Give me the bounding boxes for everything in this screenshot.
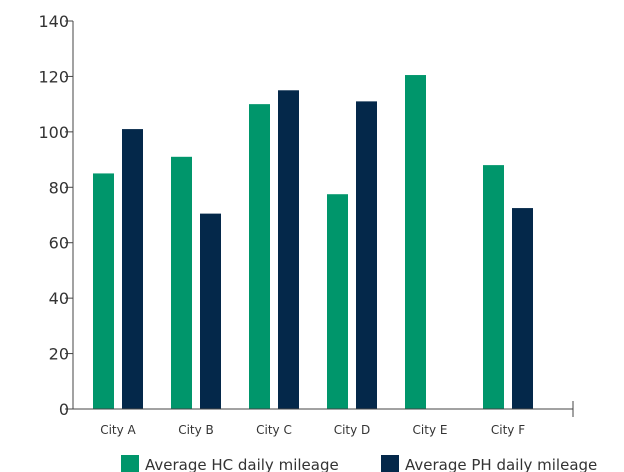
y-tick-label: 20 <box>49 345 69 364</box>
x-tick-label: City E <box>413 423 448 437</box>
legend-swatch-hc <box>121 455 139 472</box>
x-tick-label: City B <box>178 423 214 437</box>
x-tick-label: City D <box>334 423 371 437</box>
legend: Average HC daily mileage Average PH daily… <box>121 455 597 472</box>
x-tick-label: City C <box>256 423 292 437</box>
y-tick-label: 140 <box>38 12 69 31</box>
y-tick-label: 0 <box>59 400 69 419</box>
bar-ph-city-c <box>278 90 299 410</box>
y-tick-label: 120 <box>38 67 69 86</box>
legend-label-hc: Average HC daily mileage <box>145 456 339 472</box>
x-tick-label: City F <box>491 423 525 437</box>
bars-layer <box>93 75 533 410</box>
bar-hc-city-f <box>483 165 504 409</box>
bar-hc-city-c <box>249 104 270 410</box>
y-tick-label: 80 <box>49 178 69 197</box>
x-tick-label: City A <box>100 423 136 437</box>
bar-ph-city-d <box>356 101 377 409</box>
bar-ph-city-f <box>512 208 533 409</box>
y-tick-label: 60 <box>49 234 69 253</box>
bar-ph-city-a <box>122 129 143 410</box>
legend-label-ph: Average PH daily mileage <box>405 456 597 472</box>
y-tick-label: 100 <box>38 123 69 142</box>
bar-hc-city-d <box>327 194 348 409</box>
bar-hc-city-a <box>93 173 114 409</box>
bar-hc-city-e <box>405 75 426 410</box>
x-ticks-layer: City A City B City C City D City E City F <box>100 423 525 437</box>
bar-hc-city-b <box>171 156 192 409</box>
legend-swatch-ph <box>381 455 399 472</box>
axes-layer <box>72 21 574 417</box>
bar-ph-city-b <box>200 213 221 409</box>
y-ticks-layer: 0 20 40 60 80 100 120 140 <box>38 12 73 419</box>
y-tick-label: 40 <box>49 289 69 308</box>
